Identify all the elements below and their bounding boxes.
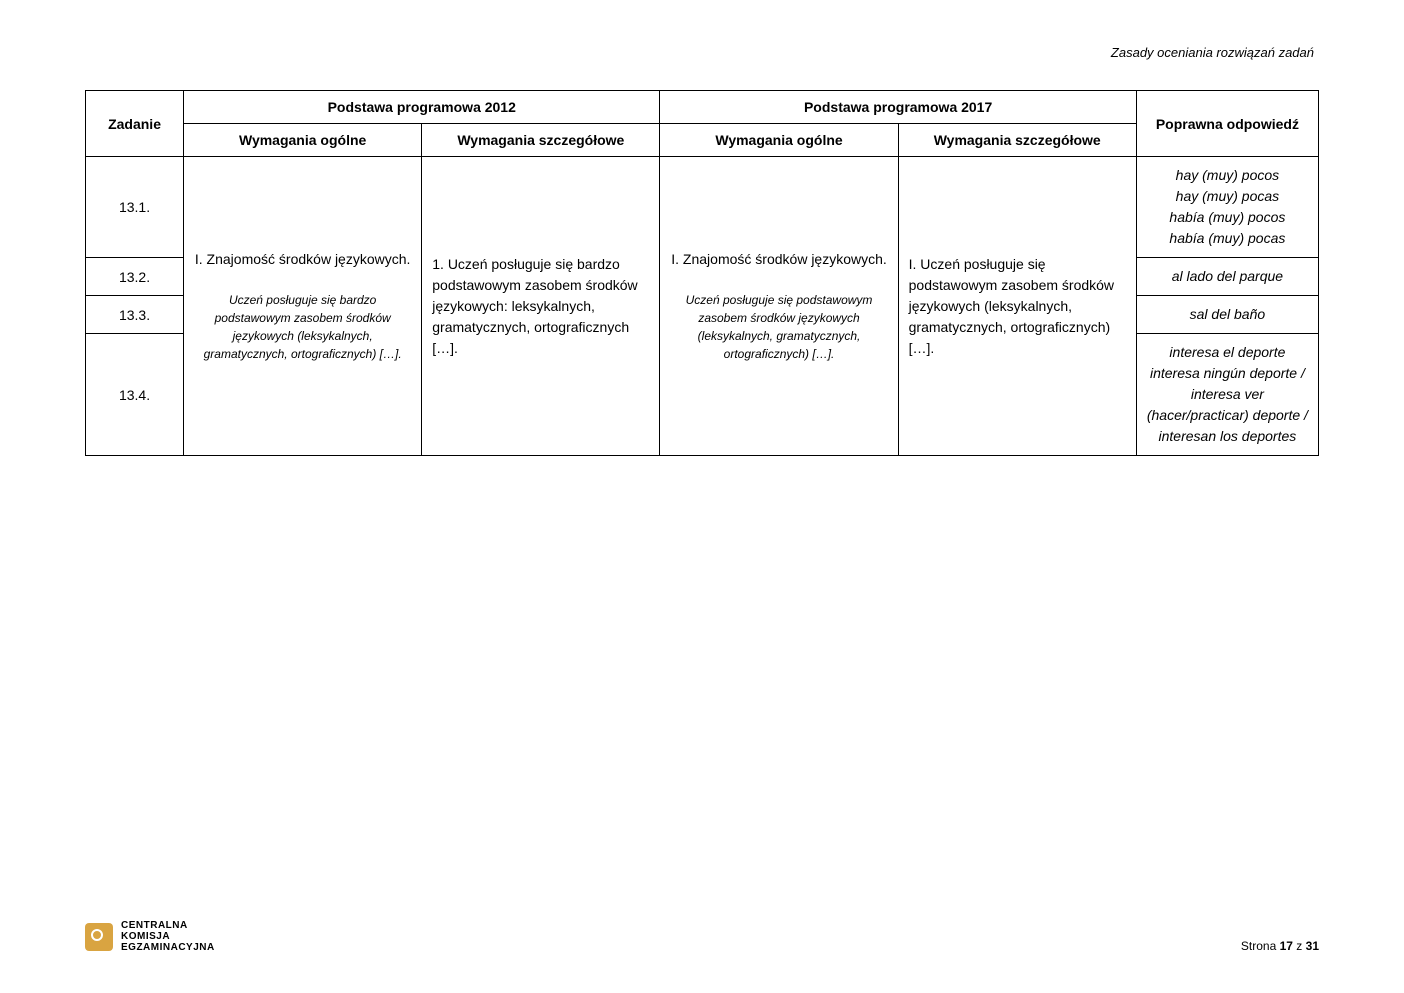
cell-ws-2012: 1. Uczeń posługuje się bardzo podstawowy…	[422, 157, 660, 456]
answer-cell: hay (muy) pocoshay (muy) pocashabía (muy…	[1136, 157, 1318, 258]
task-number: 13.2.	[86, 258, 184, 296]
page-current: 17	[1280, 939, 1293, 953]
page-total: 31	[1306, 939, 1319, 953]
page-prefix: Strona	[1241, 939, 1280, 953]
th-wo-2017: Wymagania ogólne	[660, 124, 898, 157]
cell-wo-2012: I. Znajomość środków językowych. Uczeń p…	[184, 157, 422, 456]
wo2012-main: I. Znajomość środków językowych.	[194, 249, 411, 270]
logo: CENTRALNA KOMISJA EGZAMINACYJNA	[85, 920, 215, 953]
cell-ws-2017: I. Uczeń posługuje się podstawowym zasob…	[898, 157, 1136, 456]
page-number: Strona 17 z 31	[1241, 939, 1319, 953]
th-poprawna: Poprawna odpowiedź	[1136, 91, 1318, 157]
page-mid: z	[1293, 939, 1306, 953]
ws2017-main: I. Uczeń posługuje się podstawowym zasob…	[909, 254, 1126, 359]
answer-cell: al lado del parque	[1136, 258, 1318, 296]
main-table-container: Zadanie Podstawa programowa 2012 Podstaw…	[85, 90, 1319, 456]
answer-cell: sal del baño	[1136, 296, 1318, 334]
cell-wo-2017: I. Znajomość środków językowych. Uczeń p…	[660, 157, 898, 456]
th-ws-2017: Wymagania szczegółowe	[898, 124, 1136, 157]
header-right-text: Zasady oceniania rozwiązań zadań	[1111, 45, 1314, 60]
task-number: 13.4.	[86, 334, 184, 456]
wo2012-sub: Uczeń posługuje się bardzo podstawowym z…	[194, 291, 411, 363]
logo-line: CENTRALNA	[121, 920, 215, 931]
th-ws-2012: Wymagania szczegółowe	[422, 124, 660, 157]
footer: CENTRALNA KOMISJA EGZAMINACYJNA Strona 1…	[85, 920, 1319, 953]
th-zadanie: Zadanie	[86, 91, 184, 157]
wo2017-main: I. Znajomość środków językowych.	[670, 249, 887, 270]
th-pp2012: Podstawa programowa 2012	[184, 91, 660, 124]
task-number: 13.3.	[86, 296, 184, 334]
ws2012-main: 1. Uczeń posługuje się bardzo podstawowy…	[432, 254, 649, 359]
logo-icon	[85, 923, 113, 951]
th-pp2017: Podstawa programowa 2017	[660, 91, 1136, 124]
answer-cell: interesa el deporteinteresa ningún depor…	[1136, 334, 1318, 456]
th-wo-2012: Wymagania ogólne	[184, 124, 422, 157]
logo-line: EGZAMINACYJNA	[121, 942, 215, 953]
requirements-table: Zadanie Podstawa programowa 2012 Podstaw…	[85, 90, 1319, 456]
wo2017-sub: Uczeń posługuje się podstawowym zasobem …	[670, 291, 887, 363]
logo-line: KOMISJA	[121, 931, 215, 942]
table-row: 13.1. I. Znajomość środków językowych. U…	[86, 157, 1319, 258]
task-number: 13.1.	[86, 157, 184, 258]
logo-text: CENTRALNA KOMISJA EGZAMINACYJNA	[121, 920, 215, 953]
